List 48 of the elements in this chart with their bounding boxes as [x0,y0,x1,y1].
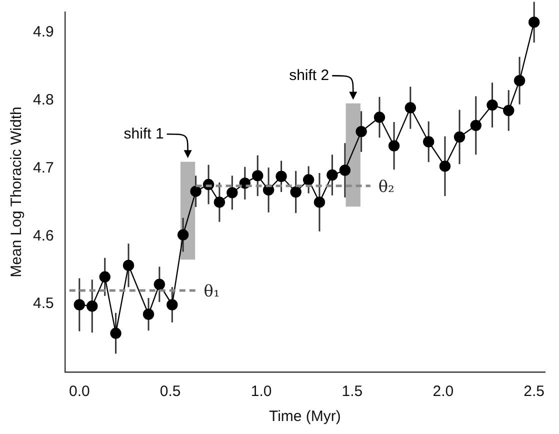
point [404,102,416,114]
point [276,170,287,182]
x-axis-title: Time (Myr) [268,408,341,426]
point [99,271,110,283]
y-tick-label: 4.8 [32,91,54,108]
y-axis-title: Mean Log Thoracic Width [8,106,26,278]
x-tick-label: 1.5 [342,383,363,400]
y-tick-label: 4.6 [32,227,54,244]
point [177,229,189,240]
point [190,186,202,197]
point [166,299,178,310]
point [314,196,326,208]
point [74,299,85,310]
point [356,126,367,138]
point [439,160,451,172]
point [374,112,386,123]
point [86,300,98,312]
point [470,120,482,132]
point [214,196,226,208]
point [423,136,434,148]
point [302,174,314,186]
series-label: θ₁ [204,282,220,301]
x-tick-label: 0.5 [160,383,181,400]
point [503,104,514,116]
point [339,164,351,176]
point [122,260,134,271]
point [290,186,302,198]
x-tick-label: 2.0 [432,383,454,400]
x-tick-label: 0.0 [68,383,90,400]
point [142,308,154,320]
point [252,170,264,182]
annotation: shift 1 [124,125,164,142]
annotation: shift 2 [289,66,330,84]
point [154,278,166,290]
y-tick-label: 4.5 [32,295,54,312]
point [388,140,400,152]
point [486,99,498,111]
point [226,187,238,198]
point [514,75,526,86]
y-tick-label: 4.9 [32,24,54,41]
y-tick-label: 4.7 [32,159,54,176]
x-tick-label: 1.0 [250,383,272,400]
point [110,328,122,339]
series-label: θ₂ [378,177,394,196]
point [326,169,338,181]
point [454,131,466,143]
x-tick-label: 2.5 [524,383,545,400]
point [528,16,540,28]
